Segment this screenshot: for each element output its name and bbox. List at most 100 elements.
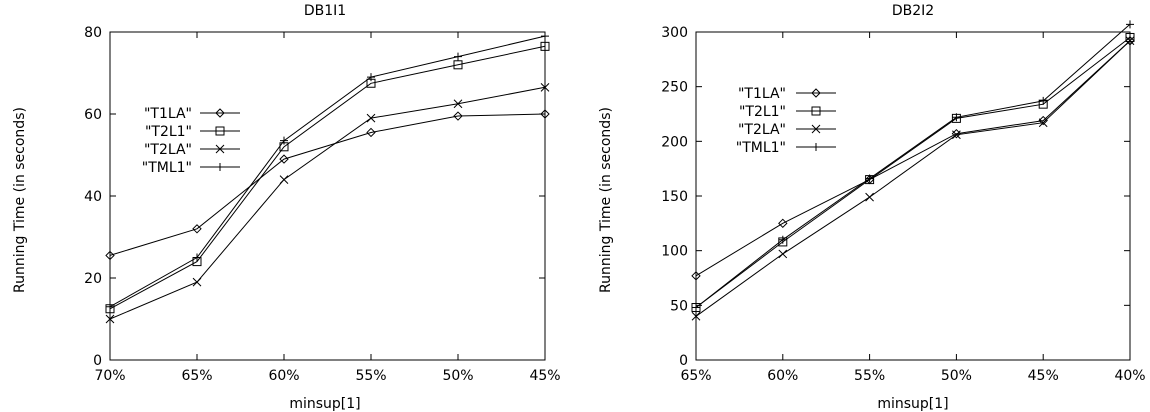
data-point-marker xyxy=(105,250,115,261)
data-point-marker xyxy=(691,311,701,321)
data-point-marker xyxy=(453,60,463,70)
data-point-marker xyxy=(541,32,549,41)
data-point-marker xyxy=(366,127,376,138)
data-point-marker xyxy=(692,303,700,312)
x-tick-label: 55% xyxy=(854,368,885,384)
data-point-marker xyxy=(1125,36,1135,46)
chart-db2i2: DB2I2 minsup[1] Running Time (in seconds… xyxy=(598,3,1146,412)
plot-frame xyxy=(109,31,546,361)
x-tick-label: 50% xyxy=(442,368,473,384)
x-axis-label: minsup[1] xyxy=(877,396,948,412)
legend-marker xyxy=(215,144,225,154)
legend-label: "T2L1" xyxy=(145,124,192,140)
x-tick-label: 60% xyxy=(268,368,299,384)
chart-title: DB2I2 xyxy=(892,3,934,19)
data-point-marker xyxy=(540,82,550,92)
y-tick-label: 20 xyxy=(84,271,102,287)
series-cross xyxy=(691,36,1135,321)
x-tick-label: 50% xyxy=(941,368,972,384)
legend-marker xyxy=(812,143,820,151)
data-point-marker xyxy=(540,109,550,119)
legend-marker xyxy=(811,106,821,116)
y-tick-label: 60 xyxy=(84,107,102,123)
legend: "T1LA" "T2L1" "T2LA" "TML1" xyxy=(736,86,836,156)
x-tick-label: 40% xyxy=(1114,368,1145,384)
x-tick-label: 45% xyxy=(1028,368,1059,384)
series-square xyxy=(691,32,1135,313)
y-tick-label: 0 xyxy=(93,353,102,369)
data-point-marker xyxy=(454,52,462,61)
y-tick-label: 200 xyxy=(661,134,688,150)
data-point-marker xyxy=(280,136,288,145)
data-point-marker xyxy=(105,314,115,324)
series-plus xyxy=(692,20,1134,312)
data-point-marker xyxy=(366,113,376,123)
legend-marker xyxy=(215,126,225,136)
data-point-marker xyxy=(952,113,961,122)
data-point-marker xyxy=(453,111,463,121)
y-tick-label: 50 xyxy=(670,298,688,314)
series-line xyxy=(109,113,546,256)
series-line xyxy=(109,35,546,308)
legend-marker xyxy=(811,124,821,134)
series-line xyxy=(695,37,1131,308)
legend-label: "T2LA" xyxy=(738,122,786,138)
data-point-marker xyxy=(192,277,202,287)
x-axis-label: minsup[1] xyxy=(289,396,360,412)
x-tick-label: 45% xyxy=(529,368,560,384)
legend-marker xyxy=(811,88,821,98)
series-square xyxy=(105,41,550,314)
series-cross xyxy=(105,82,550,324)
legend-label: "TML1" xyxy=(736,140,786,156)
legend-label: "T2LA" xyxy=(144,142,192,158)
y-axis-label: Running Time (in seconds) xyxy=(598,107,614,293)
series-plus xyxy=(106,32,549,311)
chart-db1i1: DB1I1 minsup[1] Running Time (in seconds… xyxy=(12,3,561,412)
data-point-marker xyxy=(1126,20,1134,29)
data-point-marker xyxy=(279,175,289,184)
legend-label: "TML1" xyxy=(142,160,192,176)
data-point-marker xyxy=(778,235,787,244)
legend-label: "T1LA" xyxy=(144,106,192,122)
y-tick-label: 40 xyxy=(84,189,102,205)
y-axis-label: Running Time (in seconds) xyxy=(12,107,28,293)
legend-label: "T2L1" xyxy=(739,104,786,120)
data-point-marker xyxy=(778,218,788,229)
x-tick-label: 55% xyxy=(355,368,386,384)
legend-marker xyxy=(216,163,224,171)
x-tick-label: 70% xyxy=(94,368,125,384)
data-point-marker xyxy=(279,154,289,164)
series-diamond xyxy=(105,109,550,261)
y-tick-label: 0 xyxy=(679,353,688,369)
series-line xyxy=(109,86,546,320)
series-line xyxy=(695,40,1131,317)
series-line xyxy=(695,23,1131,308)
data-point-marker xyxy=(1038,115,1048,126)
x-tick-label: 60% xyxy=(767,368,798,384)
data-point-marker xyxy=(1038,118,1048,128)
data-point-marker xyxy=(778,249,788,259)
chart-title: DB1I1 xyxy=(304,3,346,19)
data-point-marker xyxy=(453,99,463,109)
data-point-marker xyxy=(367,73,375,82)
y-tick-label: 300 xyxy=(661,25,688,41)
y-tick-label: 150 xyxy=(661,189,688,205)
data-point-marker xyxy=(193,253,201,262)
data-point-marker xyxy=(865,192,874,202)
data-point-marker xyxy=(865,174,874,183)
data-point-marker xyxy=(1125,32,1135,42)
data-point-marker xyxy=(106,302,114,311)
series-line xyxy=(695,40,1131,277)
legend-marker xyxy=(215,108,225,118)
y-tick-label: 80 xyxy=(84,25,102,41)
y-tick-label: 100 xyxy=(661,244,688,260)
series-diamond xyxy=(691,36,1135,281)
data-point-marker xyxy=(952,130,961,140)
data-point-marker xyxy=(691,271,701,281)
series-line xyxy=(109,45,546,310)
legend-label: "T1LA" xyxy=(738,86,786,102)
data-point-marker xyxy=(540,41,550,51)
y-tick-label: 250 xyxy=(661,80,688,96)
x-tick-label: 65% xyxy=(181,368,212,384)
legend: "T1LA" "T2L1" "T2LA" "TML1" xyxy=(142,106,240,176)
